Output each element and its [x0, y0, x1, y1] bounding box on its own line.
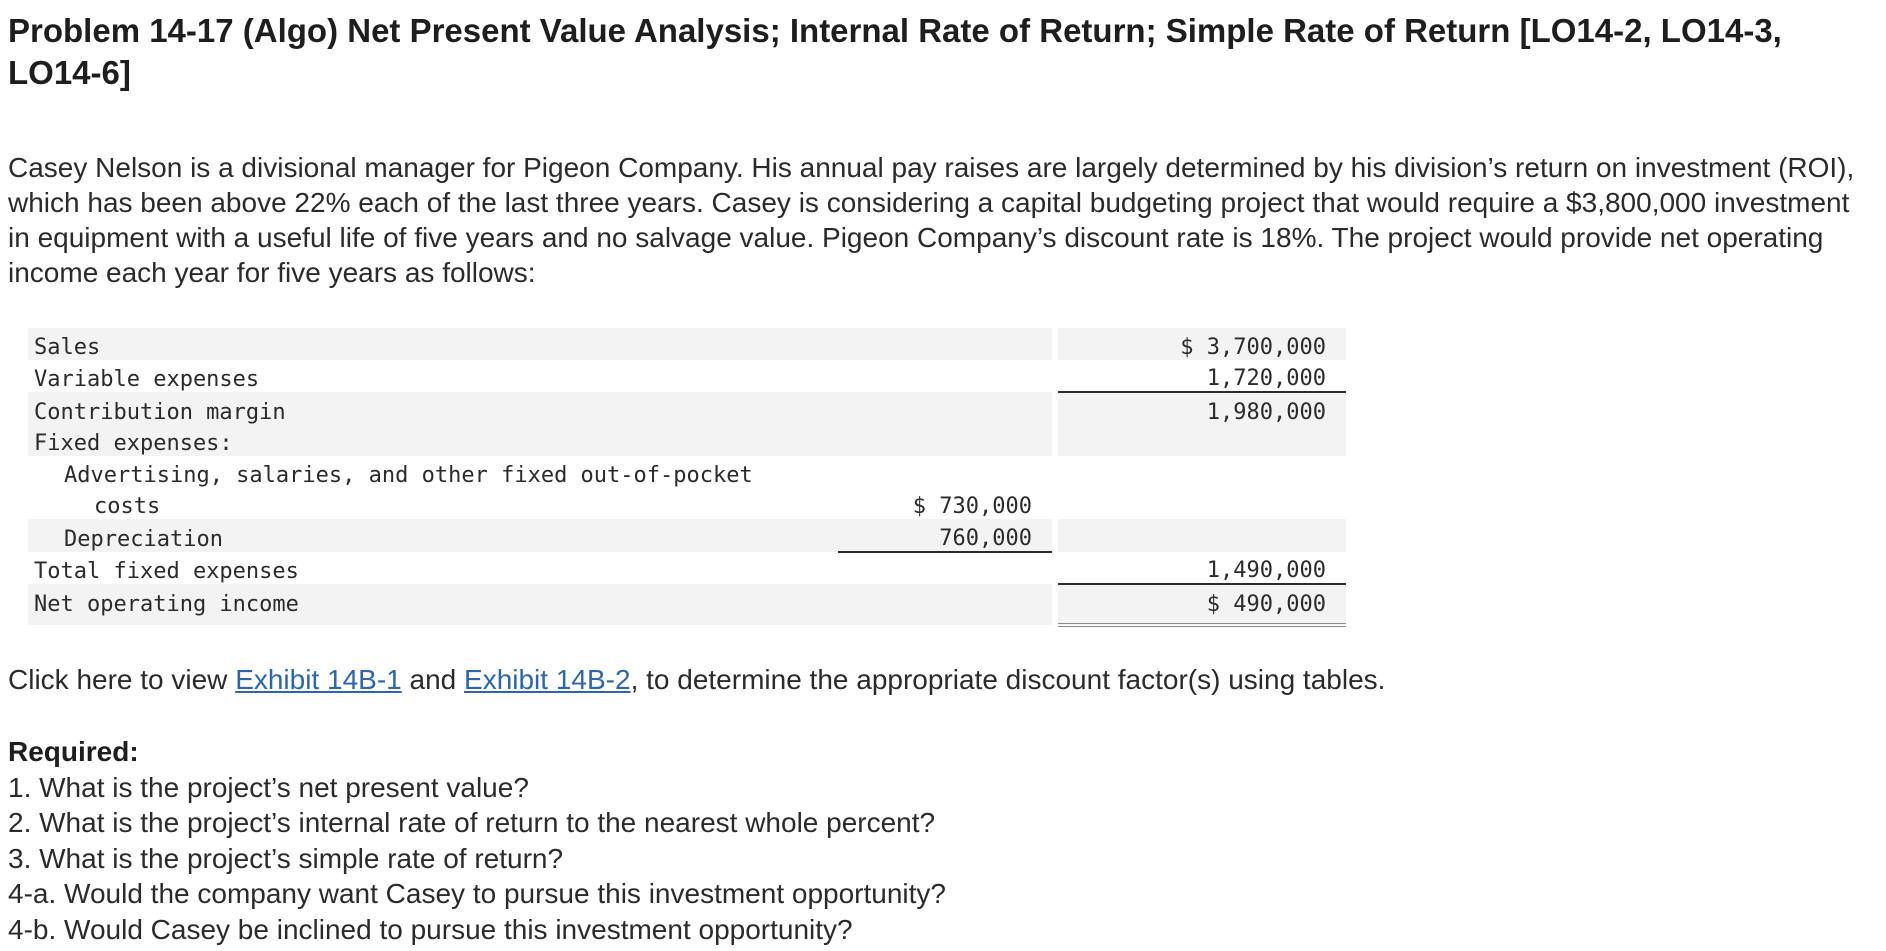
table-row-depreciation: Depreciation 760,000	[28, 519, 1346, 553]
required-section: Required: 1. What is the project’s net p…	[8, 734, 946, 947]
row-label: Fixed expenses:	[28, 424, 838, 456]
table-row-contribution-margin: Contribution margin 1,980,000	[28, 392, 1346, 425]
income-statement-table: Sales $ 3,700,000 Variable expenses 1,72…	[28, 328, 1346, 627]
exhibit-middle-text: and	[401, 664, 465, 695]
table-row-fixed-expenses-header: Fixed expenses:	[28, 424, 1346, 456]
exhibit-prefix-text: Click here to view	[8, 664, 236, 695]
row-label: Total fixed expenses	[34, 559, 299, 584]
depreciation-value: 760,000	[838, 519, 1052, 553]
row-label: Advertising, salaries, and other fixed o…	[64, 462, 753, 488]
required-question-4a: 4-a. Would the company want Casey to pur…	[8, 878, 946, 909]
table-row-advertising-line1: Advertising, salaries, and other fixed o…	[28, 456, 1346, 488]
row-label: Variable expenses	[34, 367, 260, 392]
table-row-variable-expenses: Variable expenses 1,720,000	[28, 359, 1346, 393]
exhibit-14b-2-link[interactable]: Exhibit 14B-2	[464, 664, 631, 695]
variable-expenses-value: 1,720,000	[1058, 359, 1346, 393]
row-label: Contribution margin	[28, 392, 838, 425]
table-row-advertising-line2: costs $ 730,000	[28, 488, 1346, 519]
required-heading: Required:	[8, 736, 139, 767]
advertising-value: $ 730,000	[912, 494, 1032, 519]
required-question-4b: 4-b. Would Casey be inclined to pursue t…	[8, 913, 853, 945]
required-question-3: 3. What is the project’s simple rate of …	[8, 842, 564, 874]
table-row-net-operating-income: Net operating income $ 490,000	[28, 584, 1346, 627]
total-fixed-expenses-value: 1,490,000	[1058, 551, 1346, 585]
exhibit-14b-1-link[interactable]: Exhibit 14B-1	[235, 664, 402, 695]
required-question-2: 2. What is the project’s internal rate o…	[8, 807, 936, 838]
row-label: Depreciation	[28, 519, 838, 552]
required-question-1: 1. What is the project’s net present val…	[8, 771, 529, 803]
sales-value: $ 3,700,000	[1058, 328, 1346, 360]
table-row-total-fixed-expenses: Total fixed expenses 1,490,000	[28, 551, 1346, 585]
row-label: Sales	[28, 328, 838, 360]
row-label: Net operating income	[28, 584, 838, 625]
net-operating-income-value: $ 490,000	[1058, 584, 1346, 627]
exhibit-suffix-text: , to determine the appropriate discount …	[630, 664, 1386, 695]
problem-title: Problem 14-17 (Algo) Net Present Value A…	[8, 12, 1782, 91]
table-row-sales: Sales $ 3,700,000	[28, 328, 1346, 360]
exhibit-instructions: Click here to view Exhibit 14B-1 and Exh…	[8, 662, 1385, 697]
problem-intro: Casey Nelson is a divisional manager for…	[8, 152, 1855, 288]
contribution-margin-value: 1,980,000	[1058, 392, 1346, 425]
row-label: costs	[94, 494, 161, 519]
